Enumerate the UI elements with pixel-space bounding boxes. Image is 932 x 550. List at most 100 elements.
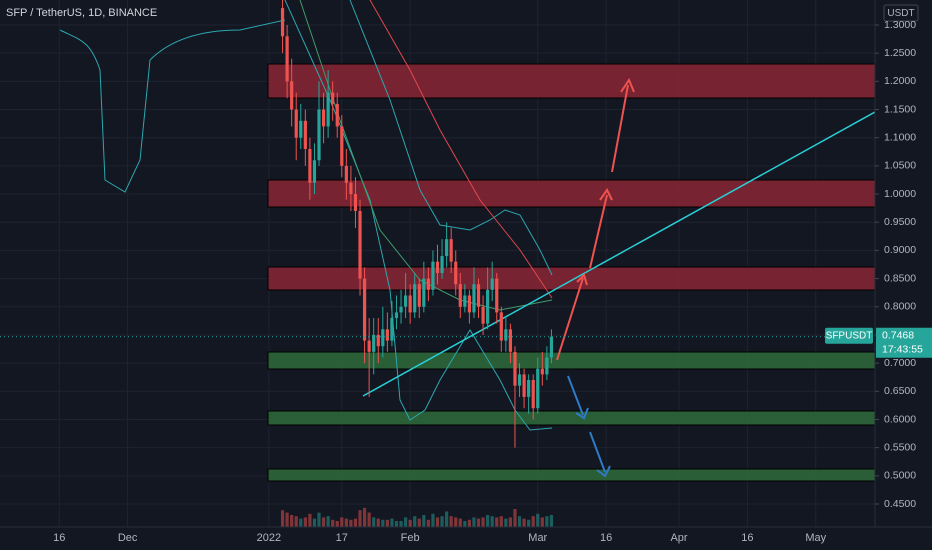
candle-body [367,340,371,352]
y-tick-label: 0.8500 [884,272,916,284]
support-zone [267,410,875,426]
candle-body [527,380,531,397]
y-tick-label: 0.5500 [884,441,916,453]
volume-bar [326,516,330,527]
y-tick-label: 0.6000 [884,413,916,425]
y-tick-label: 1.3000 [884,19,916,31]
volume-bar [440,516,444,527]
y-tick-label: 0.7000 [884,357,916,369]
candle-body [362,278,367,341]
candle-body [335,103,339,127]
volume-bar [308,513,312,527]
candle-body [454,261,458,285]
volume-bar [285,512,289,527]
volume-bar [417,518,421,527]
volume-bar [344,518,348,527]
volume-bar [385,519,389,527]
candle-body [317,109,321,161]
candle-body [349,182,353,195]
candle-body [385,329,389,341]
candle-body [303,120,307,149]
volume-bar [372,517,376,527]
volume-bar [362,507,367,527]
bearish-arrows [567,375,611,478]
volume-bar [472,517,476,527]
candle-body [376,334,380,347]
candle-body [449,239,453,262]
candle-body [472,284,476,313]
candle-body [308,148,312,183]
candle-body [431,261,435,290]
volume-bar [527,519,531,527]
y-tick-label: 1.0500 [884,160,916,172]
volume-bar [422,515,426,527]
volume-bar [394,521,399,527]
candle-body [495,278,499,313]
candle-body [285,36,289,82]
candle-body [417,284,421,307]
candle-body [399,306,403,313]
price-axis [875,0,932,550]
volume-bar [280,510,285,527]
candle-body [403,295,408,307]
candle-body [413,284,417,313]
volume-bar [376,518,380,527]
candle-body [294,109,298,138]
last-price-label: 0.7468 [882,330,914,342]
volume-bar [335,521,339,527]
x-tick-label: Apr [670,532,687,544]
volume-bar [381,519,385,527]
candle-body [426,278,430,290]
trend-line [362,111,875,397]
y-tick-label: 1.1000 [884,131,916,143]
candle-body [522,374,526,397]
volume-bar [435,517,440,527]
candle-body [408,295,412,313]
volume-bar [481,517,485,527]
candle-body [344,165,348,183]
candle-body [440,256,444,273]
candle-body [504,329,508,341]
y-tick-label: 1.1500 [884,103,916,115]
y-tick-label: 0.6500 [884,385,916,397]
volume-bar [353,518,358,527]
candle-body [321,109,326,127]
volume-bar [545,516,549,527]
candle-body [358,210,362,279]
y-tick-label: 1.2500 [884,47,916,59]
volume-bar [499,516,503,527]
bollinger-band [59,19,286,193]
volume-bar [358,510,362,527]
candle-body [394,312,399,319]
candle-body [531,380,535,409]
axes: 1.3000 1.2500 1.2000 1.1500 1.1000 1.0500 1.00… [53,19,932,544]
resistance-zone [267,63,875,99]
volume-bar [513,509,517,527]
y-tick-label: 0.4500 [884,498,916,510]
volume-bar [312,518,317,527]
volume-bar [463,521,467,527]
x-tick-label: 16 [741,532,753,544]
volume-bar [299,518,303,527]
candle-body [353,194,358,211]
candle-body [340,126,344,166]
candle-body [326,92,330,127]
moving-average [299,0,553,311]
candle-body [476,284,481,307]
y-tick-label: 1.0000 [884,188,916,200]
support-zone [267,351,875,370]
candles [0,0,875,527]
symbol-badge [825,327,873,344]
volume-bar [517,516,522,527]
price-badge [876,327,932,358]
volume-bar [331,519,335,527]
currency-badge [883,4,919,22]
x-tick-label: 16 [600,532,612,544]
volume-bar [486,515,490,527]
volume-bar [303,517,307,527]
volume-bar [321,517,326,527]
volume-bar [454,517,458,527]
candle-body [499,312,503,341]
